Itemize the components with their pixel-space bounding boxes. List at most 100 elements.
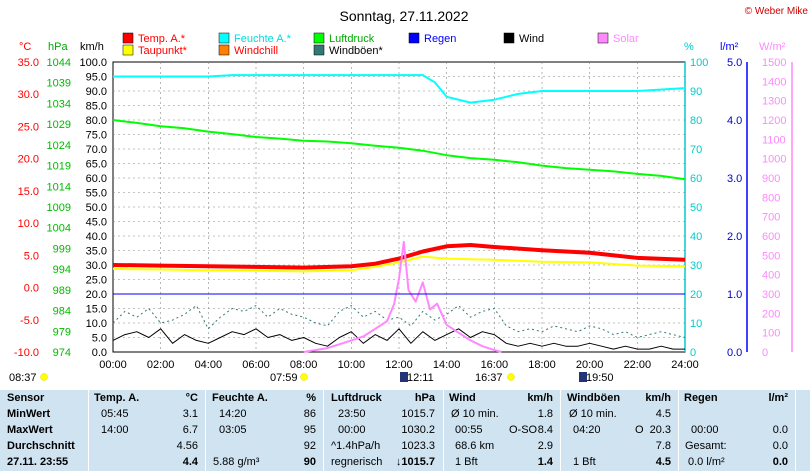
wind-tick-label: 100.0 bbox=[79, 57, 107, 69]
wind-tick-label: 45.0 bbox=[86, 217, 107, 229]
col-header: Windböen bbox=[567, 392, 621, 404]
rain-tick-label: 3.0 bbox=[727, 173, 742, 185]
wind-tick-label: 80.0 bbox=[86, 115, 107, 127]
col-header: Luftdruck bbox=[331, 392, 382, 404]
x-tick-label: 20:00 bbox=[576, 359, 604, 371]
humidity-tick-label: 70 bbox=[690, 144, 702, 156]
wind-tick-label: 50.0 bbox=[86, 202, 107, 214]
pressure-tick-label: 1039 bbox=[47, 78, 71, 90]
sun-icon bbox=[40, 373, 48, 381]
row-label: MinWert bbox=[7, 408, 51, 420]
pressure-tick-label: 979 bbox=[53, 326, 71, 338]
legend-swatch bbox=[313, 32, 325, 44]
gust-min: 4.5 bbox=[655, 408, 671, 420]
x-tick-label: 24:00 bbox=[671, 359, 699, 371]
solar-tick-label: 1100 bbox=[762, 134, 786, 146]
humidity-max: 95 bbox=[303, 424, 316, 436]
gust-max-time: 04:20 bbox=[573, 424, 601, 436]
legend-swatch bbox=[122, 32, 134, 44]
solar-noon-time-label: 12:11 bbox=[407, 372, 434, 384]
wind-tick-label: 95.0 bbox=[86, 72, 107, 84]
rain-axis-unit: l/m² bbox=[720, 41, 739, 53]
left-time-label: 08:37 bbox=[9, 372, 37, 384]
legend-swatch bbox=[218, 32, 230, 44]
sunrise-time-label: 07:59 bbox=[270, 372, 298, 384]
wind-tick-label: 10.0 bbox=[86, 318, 107, 330]
pressure-tick-label: 1004 bbox=[47, 223, 71, 235]
humidity-tick-label: 60 bbox=[690, 173, 702, 185]
grid bbox=[113, 62, 685, 352]
row-label: MaxWert bbox=[7, 424, 53, 436]
legend-swatch bbox=[313, 44, 325, 56]
col-unit: l/m² bbox=[768, 392, 788, 404]
solar-tick-label: 1300 bbox=[762, 96, 786, 108]
sunrise-icon bbox=[300, 373, 308, 381]
series-wind-line bbox=[112, 328, 685, 350]
solar-tick-label: 900 bbox=[762, 173, 780, 185]
col-unit: % bbox=[306, 392, 316, 404]
pressure-tick-label: 1024 bbox=[47, 140, 71, 152]
pressure-tick-label: 994 bbox=[53, 264, 71, 276]
x-tick-label: 02:00 bbox=[147, 359, 175, 371]
pressure-tick-label: 1009 bbox=[47, 202, 71, 214]
wind-tick-label: 25.0 bbox=[86, 275, 107, 287]
gust-avg: 7.8 bbox=[655, 440, 671, 452]
wind-tick-label: 70.0 bbox=[86, 144, 107, 156]
temp-min-time: 05:45 bbox=[101, 408, 129, 420]
humidity-tick-label: 40 bbox=[690, 231, 702, 243]
rain-current-label: 0.0 l/m² bbox=[688, 456, 725, 468]
wind-distance: 68.6 km bbox=[455, 440, 495, 452]
temp-min: 3.1 bbox=[182, 408, 198, 420]
wind-tick-label: 60.0 bbox=[86, 173, 107, 185]
axis-ticks: 00:00 02:00 04:00 06:00 08:00 10:00 12:00 14:00… bbox=[14, 57, 787, 371]
temp-tick-label: 5.0 bbox=[24, 250, 39, 262]
wind-beaufort: 1 Bft bbox=[455, 456, 478, 468]
solar-tick-label: 1400 bbox=[762, 76, 786, 88]
x-tick-label: 04:00 bbox=[195, 359, 223, 371]
rain-max-time: 00:00 bbox=[691, 424, 719, 436]
wind-max: 8.4 bbox=[537, 424, 553, 436]
col-header: Feuchte A. bbox=[212, 392, 268, 404]
solar-tick-label: 1500 bbox=[762, 57, 786, 69]
gust-min-label: Ø 10 min. bbox=[569, 408, 617, 420]
pressure-tick-label: 999 bbox=[53, 243, 71, 255]
wind-max-dir: O-SO bbox=[509, 424, 538, 436]
rain-tick-label: 5.0 bbox=[727, 57, 742, 69]
pressure-tick-label: 984 bbox=[53, 306, 71, 318]
humidity-tick-label: 30 bbox=[690, 260, 702, 272]
solar-tick-label: 100 bbox=[762, 328, 780, 340]
humidity-tick-label: 100 bbox=[690, 57, 708, 69]
humidity-current: 90 bbox=[303, 456, 316, 468]
gust-max: 20.3 bbox=[649, 424, 671, 436]
moonrise-icon bbox=[579, 372, 587, 382]
pressure-tick-label: 1044 bbox=[47, 57, 71, 69]
legend-label: Taupunkt* bbox=[138, 45, 188, 57]
pressure-min: 1015.7 bbox=[401, 408, 435, 420]
temp-avg: 4.56 bbox=[176, 440, 198, 452]
wind-tick-label: 65.0 bbox=[86, 159, 107, 171]
legend-label: Solar bbox=[613, 33, 639, 45]
temp-tick-label: 30.0 bbox=[18, 89, 39, 101]
legend-swatch bbox=[503, 32, 515, 44]
col-header: Sensor bbox=[7, 392, 45, 404]
solar-tick-label: 0 bbox=[762, 347, 768, 359]
series-temp-a-line bbox=[112, 243, 686, 270]
row-label: 27.11. 23:55 bbox=[7, 456, 69, 468]
humidity-tick-label: 0 bbox=[690, 347, 696, 359]
wind-tick-label: 35.0 bbox=[86, 246, 107, 258]
wind-avg: 2.9 bbox=[537, 440, 553, 452]
pressure-min-time: 23:50 bbox=[338, 408, 366, 420]
rain-tick-label: 0.0 bbox=[727, 347, 742, 359]
temp-tick-label: 0.0 bbox=[24, 283, 39, 295]
temp-tick-label: 10.0 bbox=[18, 218, 39, 230]
x-tick-label: 18:00 bbox=[528, 359, 556, 371]
humidity-tick-label: 80 bbox=[690, 115, 702, 127]
solar-tick-label: 400 bbox=[762, 270, 780, 282]
wind-tick-label: 15.0 bbox=[86, 304, 107, 316]
series-layer bbox=[112, 74, 686, 353]
legend-label: Wind bbox=[519, 33, 544, 45]
wind-tick-label: 20.0 bbox=[86, 289, 107, 301]
rain-total: 0.0 bbox=[772, 440, 788, 452]
gust-beaufort: 1 Bft bbox=[573, 456, 596, 468]
legend-swatch bbox=[408, 32, 420, 44]
